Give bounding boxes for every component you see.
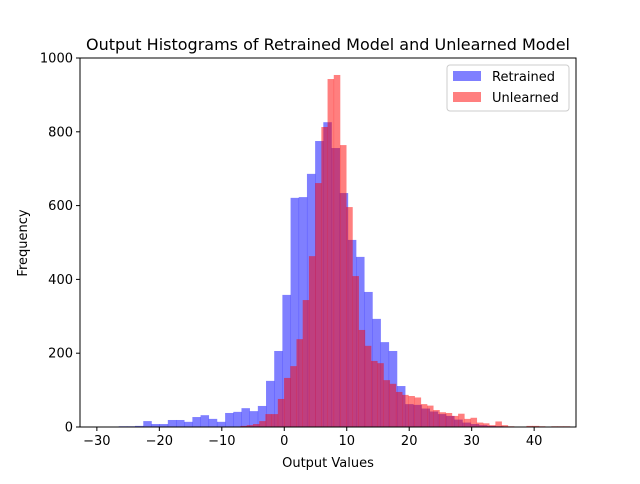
bars-layer bbox=[119, 75, 571, 427]
chart-title: Output Histograms of Retrained Model and… bbox=[86, 35, 570, 54]
bar-unlearned-28 bbox=[415, 397, 422, 427]
y-axis-label: Frequency bbox=[16, 209, 31, 276]
bar-retrained-11 bbox=[209, 419, 217, 427]
x-tick-label: −10 bbox=[208, 434, 235, 449]
bar-retrained-8 bbox=[184, 422, 192, 427]
legend-swatch-unlearned bbox=[453, 92, 481, 102]
bar-unlearned-16 bbox=[340, 145, 347, 427]
bar-unlearned-8 bbox=[290, 366, 297, 427]
bar-unlearned-17 bbox=[346, 207, 353, 427]
y-tick-label: 600 bbox=[48, 199, 73, 214]
bar-unlearned-14 bbox=[328, 79, 335, 427]
bar-unlearned-34 bbox=[452, 416, 459, 427]
bar-unlearned-7 bbox=[284, 378, 291, 427]
bar-retrained-10 bbox=[201, 415, 209, 427]
y-tick-label: 200 bbox=[48, 347, 73, 362]
bar-unlearned-25 bbox=[396, 392, 403, 427]
bar-unlearned-18 bbox=[352, 276, 359, 427]
bar-retrained-15 bbox=[241, 408, 249, 427]
bar-unlearned-22 bbox=[377, 363, 384, 427]
bar-retrained-12 bbox=[217, 422, 225, 427]
x-tick-label: 30 bbox=[463, 434, 480, 449]
bar-unlearned-19 bbox=[359, 330, 366, 427]
bar-retrained-14 bbox=[233, 412, 241, 427]
bar-unlearned-37 bbox=[471, 418, 478, 427]
bar-unlearned-5 bbox=[272, 414, 279, 427]
bar-unlearned-26 bbox=[402, 395, 409, 427]
bar-unlearned-15 bbox=[334, 75, 341, 427]
x-tick-label: 0 bbox=[280, 434, 288, 449]
x-tick-label: 10 bbox=[338, 434, 355, 449]
bar-unlearned-6 bbox=[278, 399, 285, 427]
bar-unlearned-33 bbox=[446, 413, 453, 427]
bar-unlearned-32 bbox=[439, 412, 446, 427]
bar-retrained-3 bbox=[143, 421, 151, 427]
bar-unlearned-31 bbox=[433, 410, 440, 427]
x-tick-label: 20 bbox=[401, 434, 418, 449]
bar-retrained-9 bbox=[192, 417, 200, 427]
bar-unlearned-12 bbox=[315, 183, 322, 427]
x-axis-label: Output Values bbox=[282, 456, 374, 471]
legend-label-retrained: Retrained bbox=[492, 70, 555, 85]
bar-unlearned-3 bbox=[259, 421, 266, 427]
bar-unlearned-41 bbox=[495, 421, 502, 427]
bar-unlearned-30 bbox=[427, 406, 434, 427]
bar-retrained-13 bbox=[225, 413, 233, 427]
bar-unlearned-4 bbox=[265, 414, 272, 427]
bar-unlearned-20 bbox=[365, 346, 372, 427]
bar-unlearned-35 bbox=[458, 414, 465, 427]
y-axis: 0 200 400 600 800 1000 bbox=[40, 52, 80, 436]
bar-unlearned-39 bbox=[483, 423, 490, 427]
bar-unlearned-36 bbox=[464, 419, 471, 427]
bar-unlearned-24 bbox=[390, 384, 397, 427]
y-tick-label: 800 bbox=[48, 125, 73, 140]
y-tick-label: 400 bbox=[48, 273, 73, 288]
bar-unlearned-9 bbox=[296, 339, 303, 427]
x-tick-label: −30 bbox=[83, 434, 110, 449]
bar-unlearned-13 bbox=[321, 127, 328, 427]
bar-retrained-7 bbox=[176, 420, 184, 427]
bar-unlearned-10 bbox=[303, 300, 310, 427]
bar-unlearned-38 bbox=[477, 423, 484, 427]
y-tick-label: 0 bbox=[65, 421, 73, 436]
bar-unlearned-27 bbox=[408, 396, 415, 427]
bar-unlearned-23 bbox=[384, 380, 391, 427]
y-tick-label: 1000 bbox=[40, 52, 73, 67]
legend-swatch-retrained bbox=[453, 71, 481, 81]
bar-unlearned-29 bbox=[421, 404, 428, 427]
x-tick-label: −20 bbox=[146, 434, 173, 449]
x-tick-label: 40 bbox=[526, 434, 543, 449]
x-axis: −30 −20 −10 0 10 20 30 40 bbox=[83, 427, 542, 449]
legend-label-unlearned: Unlearned bbox=[492, 91, 559, 106]
bar-unlearned-11 bbox=[309, 256, 316, 427]
bar-unlearned-21 bbox=[371, 361, 378, 427]
legend: Retrained Unlearned bbox=[447, 65, 569, 111]
bar-retrained-6 bbox=[168, 420, 176, 427]
